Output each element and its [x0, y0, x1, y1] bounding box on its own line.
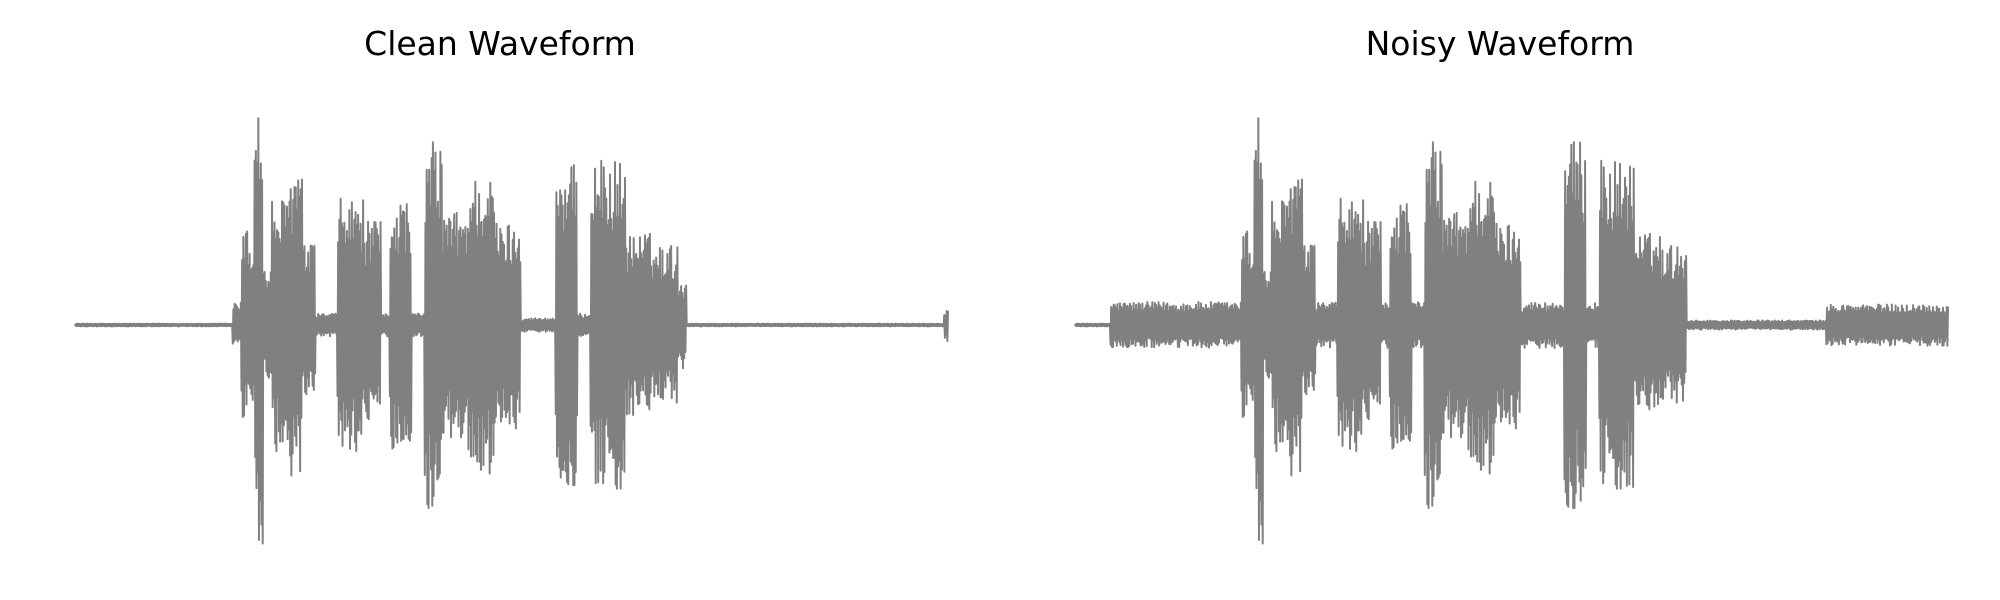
noisy-waveform-title: Noisy Waveform — [1365, 24, 1635, 63]
clean-waveform-plot — [74, 117, 949, 545]
noisy-waveform-line — [1074, 117, 1949, 545]
clean-waveform-title: Clean Waveform — [364, 24, 636, 63]
clean-waveform-line — [74, 117, 949, 545]
noisy-waveform-plot — [1074, 117, 1949, 545]
clean-waveform-panel: Clean Waveform — [74, 24, 949, 545]
noisy-waveform-panel: Noisy Waveform — [1000, 0, 2000, 600]
